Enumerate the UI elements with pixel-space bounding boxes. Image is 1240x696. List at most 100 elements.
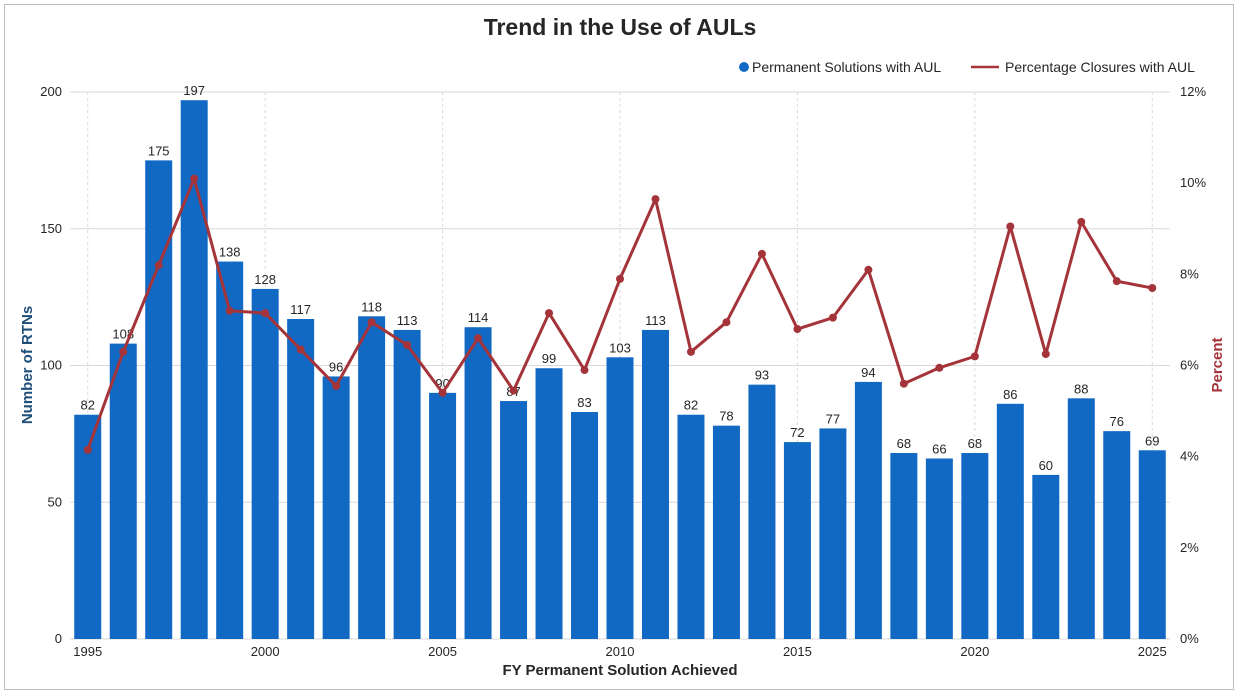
bar (358, 316, 386, 639)
bar (535, 368, 563, 639)
line-point (757, 249, 766, 258)
bar-data-label: 88 (1074, 381, 1088, 396)
bar (1067, 398, 1095, 639)
bar (890, 453, 918, 639)
line-point (154, 261, 163, 270)
line-point (1041, 350, 1050, 359)
bar (748, 384, 776, 639)
bar (109, 343, 137, 639)
x-tick-label: 2020 (960, 644, 989, 659)
bar (1103, 431, 1131, 639)
line-point (403, 340, 412, 349)
bar-data-label: 77 (826, 411, 840, 426)
y2-axis-title: Percent (1209, 337, 1226, 392)
bar (287, 319, 315, 639)
line-point (616, 274, 624, 283)
bar-data-label: 117 (290, 302, 311, 317)
bar-data-label: 68 (897, 436, 911, 451)
line-point (1006, 222, 1015, 231)
y2-tick-label: 0% (1180, 631, 1199, 646)
line-point (686, 347, 695, 356)
x-tick-label: 2015 (783, 644, 812, 659)
bar-data-label: 175 (148, 143, 170, 158)
bar-data-label: 197 (183, 83, 205, 98)
line-point (83, 445, 92, 454)
bar (854, 381, 882, 639)
bar (571, 411, 599, 639)
chart-title: Trend in the Use of AULs (483, 14, 757, 40)
bar-data-label: 82 (684, 398, 698, 413)
bar (677, 414, 705, 639)
y-tick-label: 50 (48, 494, 62, 509)
bar (819, 428, 847, 639)
bar (996, 403, 1024, 639)
bar-data-label: 76 (1110, 414, 1124, 429)
bar (251, 288, 279, 639)
bar (1032, 474, 1060, 639)
bar (606, 357, 634, 639)
bar (322, 376, 350, 639)
line-point (190, 174, 199, 183)
bar (464, 327, 492, 639)
bar-data-label: 114 (468, 310, 489, 325)
bar-data-label: 78 (719, 409, 733, 424)
bar (500, 401, 528, 639)
x-tick-label: 2025 (1138, 644, 1167, 659)
line-point (935, 363, 944, 372)
bar-data-label: 94 (861, 365, 875, 380)
bar-data-label: 72 (790, 425, 804, 440)
y2-tick-label: 10% (1180, 175, 1206, 190)
bar-data-label: 60 (1039, 458, 1053, 473)
line-point (722, 318, 731, 327)
bar (145, 160, 173, 639)
line-point (438, 388, 447, 397)
line-point (899, 379, 908, 388)
y-tick-label: 150 (40, 221, 62, 236)
line-point (1148, 284, 1157, 293)
bar (641, 329, 669, 639)
bar (712, 425, 740, 639)
bar-data-label: 86 (1003, 387, 1017, 402)
line-point (296, 345, 305, 354)
line-point (864, 265, 873, 274)
x-tick-label: 2010 (606, 644, 635, 659)
bar (393, 329, 421, 639)
y2-tick-label: 12% (1180, 84, 1206, 99)
bar-data-label: 128 (254, 272, 276, 287)
line-point (651, 195, 660, 204)
bar (783, 442, 811, 639)
x-tick-label: 2000 (251, 644, 280, 659)
line-point (119, 347, 128, 356)
legend-label-line: Percentage Closures with AUL (1005, 59, 1195, 75)
bar-data-label: 99 (542, 351, 556, 366)
y-tick-label: 100 (40, 358, 62, 373)
line-point (1077, 217, 1086, 226)
line-point (509, 386, 518, 395)
line-point (474, 334, 483, 343)
line-point (793, 325, 802, 334)
bar-data-label: 138 (219, 245, 241, 260)
bar (180, 100, 208, 639)
x-tick-label: 1995 (73, 644, 102, 659)
line-point (1112, 277, 1121, 286)
bar (1138, 450, 1166, 639)
bar-data-label: 113 (397, 313, 418, 328)
bar (925, 458, 953, 639)
line-point (261, 309, 270, 318)
line-point (580, 366, 589, 375)
bar-data-label: 113 (645, 313, 666, 328)
y-tick-label: 0 (55, 631, 62, 646)
bar-data-label: 68 (968, 436, 982, 451)
y2-tick-label: 8% (1180, 266, 1199, 281)
bar (216, 261, 244, 639)
bar-data-label: 82 (81, 398, 95, 413)
bar-data-label: 83 (577, 395, 591, 410)
x-axis-title: FY Permanent Solution Achieved (502, 662, 737, 679)
bar (429, 392, 457, 639)
line-point (970, 352, 979, 361)
bar-data-label: 96 (329, 359, 343, 374)
y-axis-title: Number of RTNs (19, 306, 36, 424)
line-point (367, 318, 376, 327)
bar-data-label: 118 (361, 299, 382, 314)
